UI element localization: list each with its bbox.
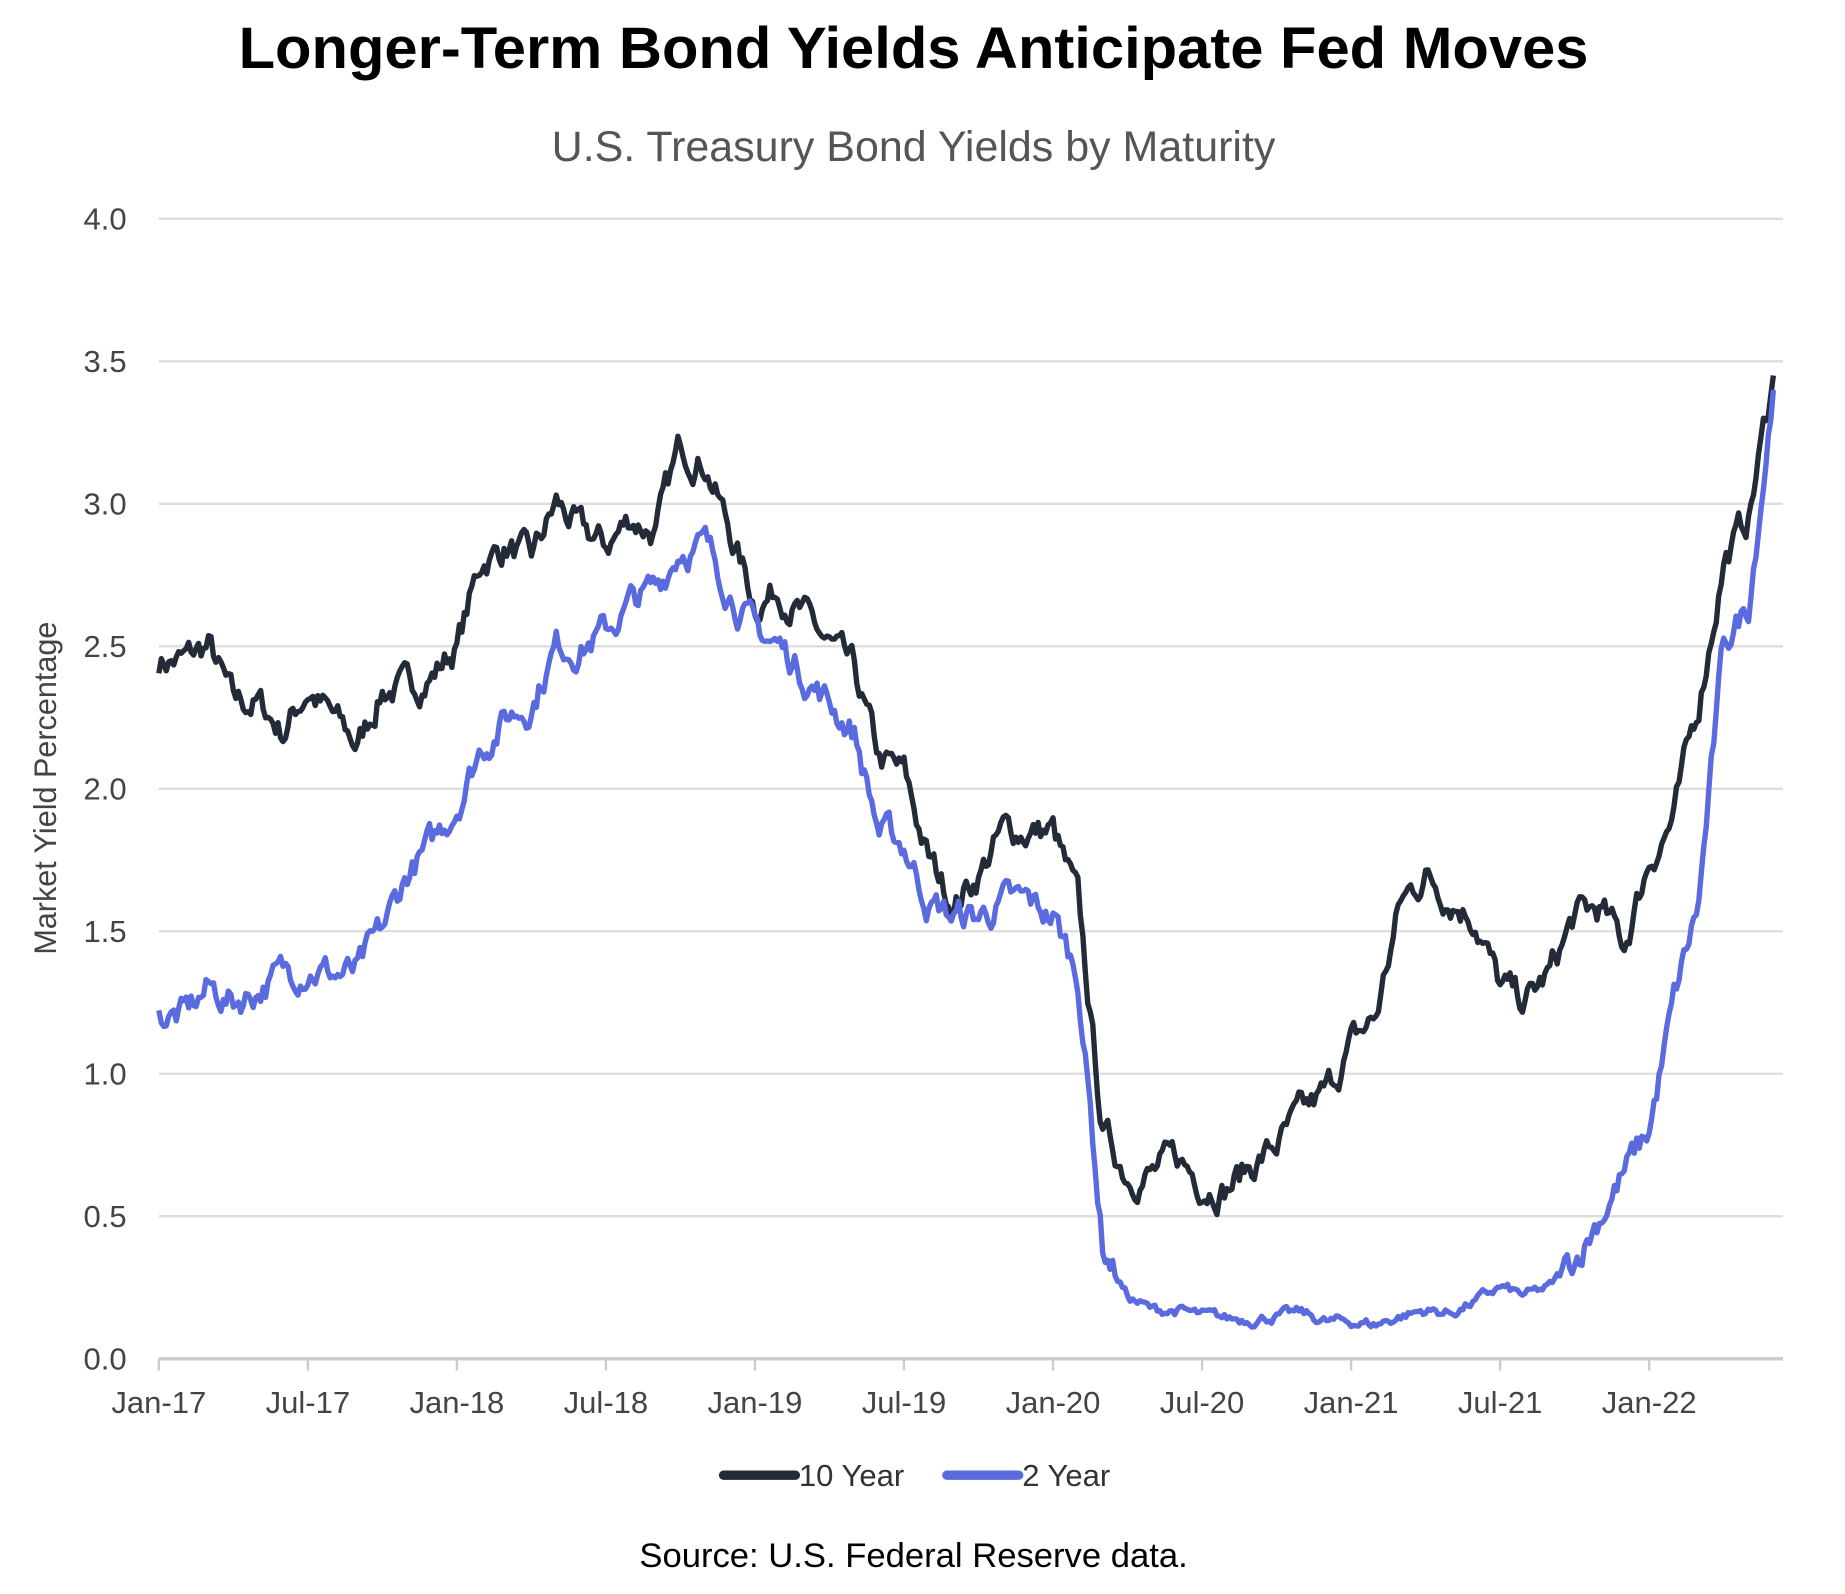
y-tick-label: 3.5 (83, 344, 126, 379)
x-tick-label: Jul-18 (564, 1385, 649, 1420)
source-note: Source: U.S. Federal Reserve data. (639, 1537, 1187, 1575)
x-tick-label: Jan-17 (111, 1385, 206, 1420)
y-tick-label: 0.0 (83, 1342, 126, 1377)
y-tick-label: 4.0 (83, 202, 126, 237)
x-tick-label: Jul-17 (266, 1385, 351, 1420)
x-tick-label: Jul-21 (1458, 1385, 1543, 1420)
y-tick-label: 0.5 (83, 1199, 126, 1234)
x-tick-label: Jan-19 (708, 1385, 803, 1420)
series-line-2-year (156, 389, 1777, 1330)
legend: 10 Year 2 Year (718, 1458, 1110, 1493)
y-tick-label: 1.5 (83, 914, 126, 949)
y-axis-ticks: 0.0 0.5 1.0 1.5 2.0 2.5 3.0 3.5 4.0 (83, 202, 126, 1377)
x-tick-label: Jan-20 (1006, 1385, 1101, 1420)
y-tick-label: 1.0 (83, 1057, 126, 1092)
y-tick-label: 2.0 (83, 772, 126, 807)
x-tick-label: Jul-20 (1160, 1385, 1245, 1420)
x-tick-label: Jan-18 (409, 1385, 504, 1420)
y-tick-label: 3.0 (83, 487, 126, 522)
series-lines (156, 375, 1777, 1330)
x-axis-ticks: Jan-17 Jul-17 Jan-18 Jul-18 Jan-19 Jul-19 Jan-… (111, 1358, 1697, 1420)
legend-label-2-year: 2 Year (1022, 1458, 1110, 1493)
y-axis-label: Market Yield Percentage (28, 622, 63, 955)
chart-subtitle: U.S. Treasury Bond Yields by Maturity (552, 123, 1276, 171)
series-line-10-year (156, 375, 1777, 1218)
x-tick-label: Jul-19 (862, 1385, 947, 1420)
x-tick-label: Jan-22 (1602, 1385, 1697, 1420)
gridlines (158, 217, 1783, 1361)
y-tick-label: 2.5 (83, 629, 126, 664)
x-tick-label: Jan-21 (1304, 1385, 1399, 1420)
chart-title: Longer-Term Bond Yields Anticipate Fed M… (239, 15, 1589, 81)
legend-label-10-year: 10 Year (799, 1458, 904, 1493)
